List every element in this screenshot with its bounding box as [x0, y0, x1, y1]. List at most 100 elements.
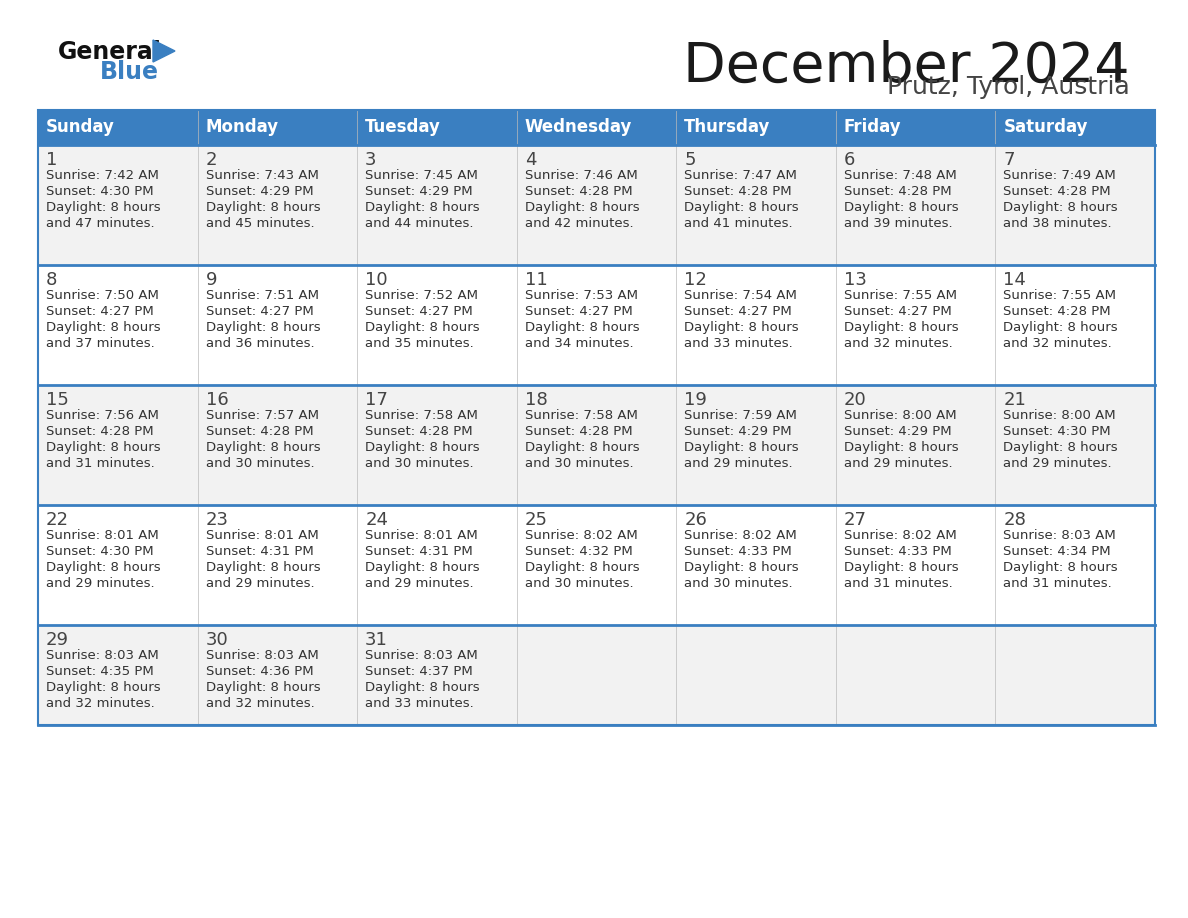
Polygon shape [153, 40, 175, 62]
Text: 10: 10 [365, 271, 387, 289]
Text: Sunset: 4:36 PM: Sunset: 4:36 PM [206, 665, 314, 678]
Text: Sunrise: 8:00 AM: Sunrise: 8:00 AM [1004, 409, 1116, 422]
Text: Sunset: 4:29 PM: Sunset: 4:29 PM [843, 425, 952, 438]
Text: Sunrise: 8:03 AM: Sunrise: 8:03 AM [46, 649, 159, 662]
Text: and 32 minutes.: and 32 minutes. [1004, 337, 1112, 350]
Text: Sunset: 4:31 PM: Sunset: 4:31 PM [206, 545, 314, 558]
Text: Daylight: 8 hours: Daylight: 8 hours [1004, 441, 1118, 454]
Text: Sunset: 4:30 PM: Sunset: 4:30 PM [46, 545, 153, 558]
Text: and 33 minutes.: and 33 minutes. [365, 697, 474, 710]
Text: and 44 minutes.: and 44 minutes. [365, 217, 474, 230]
Text: Sunrise: 7:58 AM: Sunrise: 7:58 AM [365, 409, 478, 422]
Text: Daylight: 8 hours: Daylight: 8 hours [46, 201, 160, 214]
Text: Sunset: 4:27 PM: Sunset: 4:27 PM [843, 305, 952, 318]
Text: Sunset: 4:27 PM: Sunset: 4:27 PM [46, 305, 153, 318]
Text: and 31 minutes.: and 31 minutes. [46, 457, 154, 470]
Text: 18: 18 [525, 391, 548, 409]
Text: 14: 14 [1004, 271, 1026, 289]
Text: and 30 minutes.: and 30 minutes. [525, 457, 633, 470]
Text: 7: 7 [1004, 151, 1015, 169]
Text: Sunset: 4:28 PM: Sunset: 4:28 PM [206, 425, 314, 438]
Text: and 45 minutes.: and 45 minutes. [206, 217, 314, 230]
Text: Sunset: 4:29 PM: Sunset: 4:29 PM [206, 185, 314, 198]
Text: and 37 minutes.: and 37 minutes. [46, 337, 154, 350]
Text: Daylight: 8 hours: Daylight: 8 hours [1004, 201, 1118, 214]
Text: Daylight: 8 hours: Daylight: 8 hours [46, 321, 160, 334]
Text: 24: 24 [365, 511, 388, 529]
Text: Sunrise: 7:42 AM: Sunrise: 7:42 AM [46, 169, 159, 182]
Text: 26: 26 [684, 511, 707, 529]
Text: and 42 minutes.: and 42 minutes. [525, 217, 633, 230]
Text: Sunset: 4:28 PM: Sunset: 4:28 PM [843, 185, 952, 198]
Text: Daylight: 8 hours: Daylight: 8 hours [206, 321, 321, 334]
Text: Daylight: 8 hours: Daylight: 8 hours [365, 441, 480, 454]
Text: and 38 minutes.: and 38 minutes. [1004, 217, 1112, 230]
Text: and 30 minutes.: and 30 minutes. [206, 457, 314, 470]
Text: Sunrise: 7:50 AM: Sunrise: 7:50 AM [46, 289, 159, 302]
Bar [517, 110, 676, 145]
Bar [996, 265, 1155, 385]
Text: 4: 4 [525, 151, 536, 169]
Text: Sunrise: 8:03 AM: Sunrise: 8:03 AM [206, 649, 318, 662]
Text: Sunday: Sunday [46, 118, 115, 137]
Text: 8: 8 [46, 271, 57, 289]
Bar [197, 145, 358, 265]
Bar [836, 145, 996, 265]
Text: Sunset: 4:28 PM: Sunset: 4:28 PM [1004, 305, 1111, 318]
Text: Sunrise: 7:53 AM: Sunrise: 7:53 AM [525, 289, 638, 302]
Text: 31: 31 [365, 631, 388, 649]
Text: 15: 15 [46, 391, 69, 409]
Bar [676, 265, 836, 385]
Text: and 41 minutes.: and 41 minutes. [684, 217, 792, 230]
Text: 17: 17 [365, 391, 388, 409]
Bar [517, 265, 676, 385]
Text: Sunrise: 7:58 AM: Sunrise: 7:58 AM [525, 409, 638, 422]
Bar [996, 625, 1155, 725]
Text: Daylight: 8 hours: Daylight: 8 hours [684, 561, 798, 574]
Text: Sunset: 4:28 PM: Sunset: 4:28 PM [365, 425, 473, 438]
Text: Daylight: 8 hours: Daylight: 8 hours [46, 681, 160, 694]
Bar [836, 385, 996, 505]
Bar [676, 110, 836, 145]
Text: Daylight: 8 hours: Daylight: 8 hours [525, 321, 639, 334]
Text: and 33 minutes.: and 33 minutes. [684, 337, 794, 350]
Text: Sunrise: 7:48 AM: Sunrise: 7:48 AM [843, 169, 956, 182]
Text: Sunset: 4:28 PM: Sunset: 4:28 PM [684, 185, 792, 198]
Text: and 29 minutes.: and 29 minutes. [684, 457, 792, 470]
Text: Daylight: 8 hours: Daylight: 8 hours [365, 681, 480, 694]
Text: Daylight: 8 hours: Daylight: 8 hours [46, 561, 160, 574]
Bar [996, 145, 1155, 265]
Text: Sunrise: 7:59 AM: Sunrise: 7:59 AM [684, 409, 797, 422]
Text: and 32 minutes.: and 32 minutes. [843, 337, 953, 350]
Bar [358, 505, 517, 625]
Text: Daylight: 8 hours: Daylight: 8 hours [843, 561, 959, 574]
Text: and 47 minutes.: and 47 minutes. [46, 217, 154, 230]
Text: and 35 minutes.: and 35 minutes. [365, 337, 474, 350]
Text: Sunset: 4:31 PM: Sunset: 4:31 PM [365, 545, 473, 558]
Text: Daylight: 8 hours: Daylight: 8 hours [365, 201, 480, 214]
Text: Daylight: 8 hours: Daylight: 8 hours [206, 201, 321, 214]
Text: Daylight: 8 hours: Daylight: 8 hours [684, 441, 798, 454]
Text: Sunrise: 8:03 AM: Sunrise: 8:03 AM [1004, 529, 1117, 542]
Text: Daylight: 8 hours: Daylight: 8 hours [684, 321, 798, 334]
Bar [358, 265, 517, 385]
Text: and 29 minutes.: and 29 minutes. [206, 577, 314, 590]
Text: 12: 12 [684, 271, 707, 289]
Text: and 36 minutes.: and 36 minutes. [206, 337, 314, 350]
Text: Sunset: 4:28 PM: Sunset: 4:28 PM [525, 425, 632, 438]
Text: Daylight: 8 hours: Daylight: 8 hours [206, 561, 321, 574]
Text: Daylight: 8 hours: Daylight: 8 hours [843, 321, 959, 334]
Text: 3: 3 [365, 151, 377, 169]
Text: Friday: Friday [843, 118, 902, 137]
Text: Daylight: 8 hours: Daylight: 8 hours [525, 201, 639, 214]
Text: Sunset: 4:32 PM: Sunset: 4:32 PM [525, 545, 632, 558]
Bar [517, 625, 676, 725]
Text: and 30 minutes.: and 30 minutes. [684, 577, 792, 590]
Bar [38, 110, 197, 145]
Text: Sunrise: 8:01 AM: Sunrise: 8:01 AM [46, 529, 159, 542]
Text: Sunrise: 7:46 AM: Sunrise: 7:46 AM [525, 169, 638, 182]
Text: and 31 minutes.: and 31 minutes. [1004, 577, 1112, 590]
Bar [38, 265, 197, 385]
Bar [996, 385, 1155, 505]
Text: Tuesday: Tuesday [365, 118, 441, 137]
